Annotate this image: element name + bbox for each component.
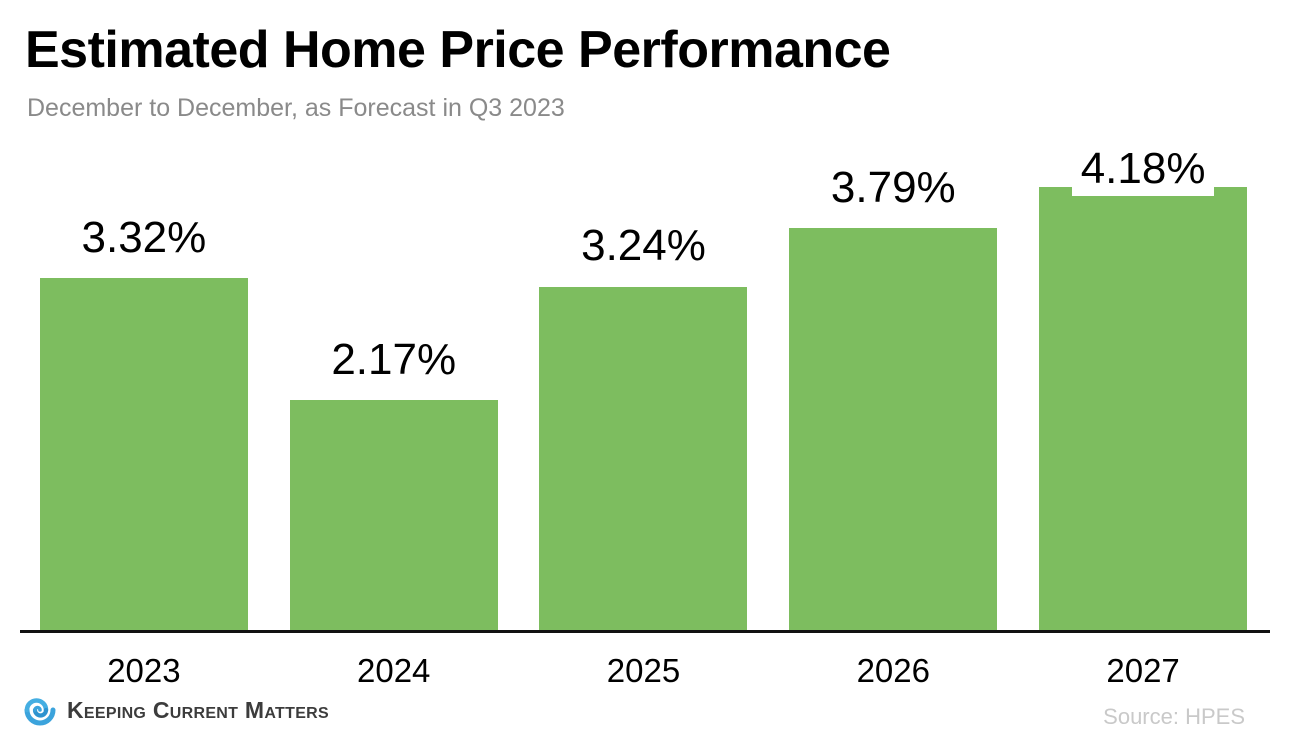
bar-group-2023: 3.32% — [19, 212, 269, 630]
value-label-2023: 3.32% — [81, 212, 207, 262]
value-label-2027: 4.18% — [1071, 144, 1215, 196]
bar-group-2027: 4.18% — [1018, 144, 1268, 630]
plot-area: 3.32% 2.17% 3.24% 3.79% 4.18% — [19, 110, 1268, 630]
bar-2026 — [789, 228, 998, 630]
x-axis-labels: 2023 2024 2025 2026 2027 — [19, 652, 1268, 690]
source-attribution: Source: HPES — [1103, 704, 1245, 729]
kcm-swirl-logo-icon — [22, 692, 58, 728]
x-axis-line — [20, 630, 1270, 633]
x-tick-2025: 2025 — [606, 652, 681, 689]
chart-subtitle: December to December, as Forecast in Q3 … — [27, 94, 565, 122]
bar-2024 — [289, 400, 498, 630]
value-label-2025: 3.24% — [581, 221, 706, 271]
bar-2027 — [1039, 186, 1248, 630]
bar-2023 — [39, 278, 248, 630]
bar-group-2026: 3.79% — [768, 162, 1018, 630]
x-tick-2023: 2023 — [107, 652, 181, 689]
chart-title: Estimated Home Price Performance — [25, 21, 891, 79]
bar-2025 — [539, 286, 748, 630]
brand-name: Keeping Current Matters — [67, 696, 329, 723]
x-tick-2026: 2026 — [856, 652, 930, 689]
x-tick-2024: 2024 — [356, 652, 431, 689]
bar-group-2024: 2.17% — [269, 334, 519, 630]
x-tick-2027: 2027 — [1106, 652, 1180, 689]
bar-group-2025: 3.24% — [519, 221, 769, 630]
value-label-2026: 3.79% — [830, 162, 956, 212]
brand-lockup: Keeping Current Matters — [22, 692, 329, 728]
value-label-2024: 2.17% — [331, 334, 457, 384]
